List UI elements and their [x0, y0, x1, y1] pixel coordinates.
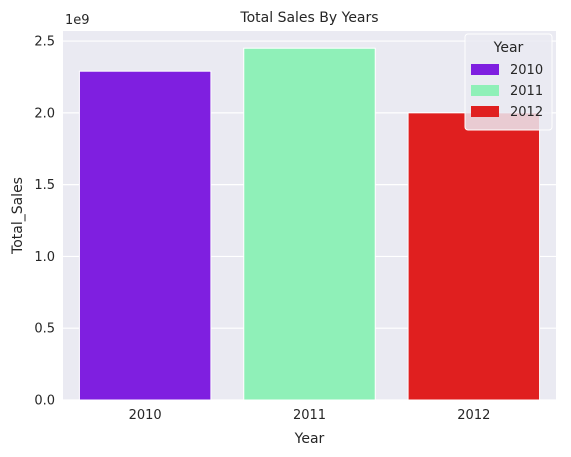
legend: Year 2010 2011 2012 — [464, 33, 553, 131]
bar-2011 — [243, 47, 376, 401]
y-tick-labels: 0.0 0.5 1.0 1.5 2.0 2.5 — [34, 35, 55, 409]
x-tick-labels: 2010 2011 2012 — [129, 408, 491, 423]
x-axis-label: Year — [294, 431, 325, 447]
legend-label: 2012 — [510, 105, 543, 120]
x-tick-label: 2011 — [293, 408, 326, 423]
x-tick-label: 2010 — [129, 408, 162, 423]
y-tick-label: 0.5 — [34, 322, 55, 337]
legend-swatch — [471, 106, 499, 117]
legend-label: 2011 — [510, 84, 543, 99]
y-tick-label: 0.0 — [34, 394, 55, 409]
bar-2012 — [407, 112, 541, 401]
y-tick-label: 2.0 — [34, 106, 55, 121]
bar-2010 — [78, 70, 212, 401]
legend-title: Year — [493, 40, 524, 56]
legend-label: 2010 — [510, 63, 543, 78]
y-tick-label: 2.5 — [34, 35, 55, 50]
chart-title: Total Sales By Years — [239, 10, 378, 26]
legend-swatch — [471, 64, 499, 75]
y-tick-label: 1.5 — [34, 178, 55, 193]
y-tick-label: 1.0 — [34, 250, 55, 265]
bars — [78, 47, 541, 401]
y-offset-label: 1e9 — [65, 13, 90, 28]
x-tick-label: 2012 — [457, 408, 490, 423]
legend-swatch — [471, 85, 499, 96]
y-axis-label: Total_Sales — [10, 177, 26, 255]
